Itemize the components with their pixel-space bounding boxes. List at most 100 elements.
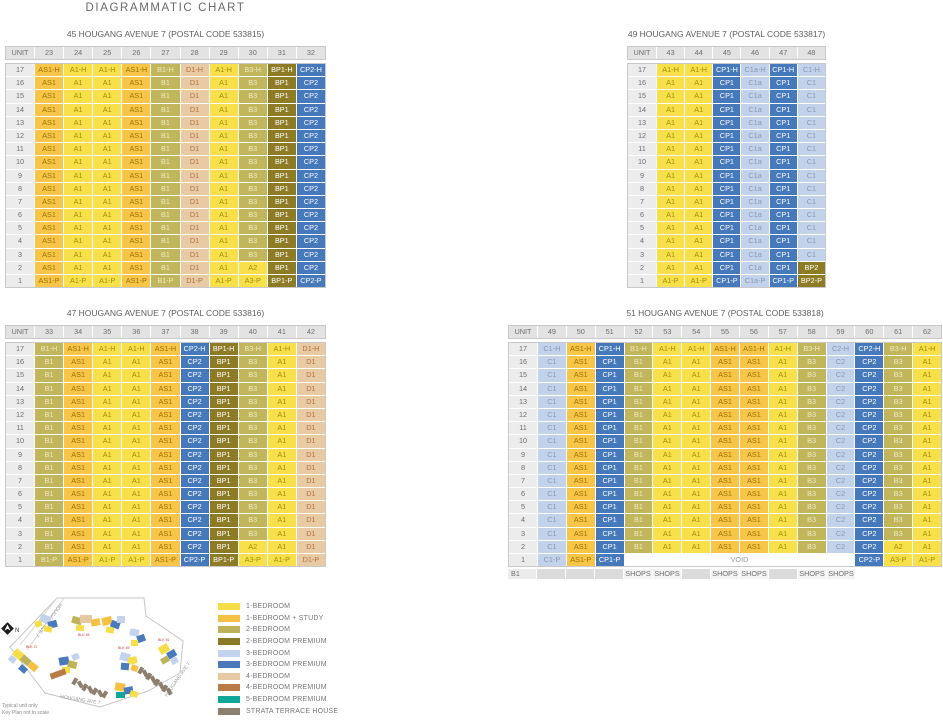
floor-label: 8 — [6, 182, 34, 195]
basement-cell — [885, 569, 913, 579]
floor-label: 7 — [628, 195, 656, 209]
unit-cell: AS1 — [566, 356, 595, 369]
unit-cell: B3 — [238, 461, 267, 474]
unit-cell: CP2 — [855, 501, 884, 514]
unit-cell: A1 — [93, 527, 122, 540]
unit-cell: CP1-P — [769, 275, 797, 288]
unit-number: 45 — [713, 47, 741, 59]
unit-cell: B3 — [797, 448, 826, 461]
unit-cell: A1 — [93, 382, 122, 395]
unit-cell: A1 — [657, 195, 685, 209]
unit-cell: A1 — [209, 103, 238, 116]
unit-cell: C1a — [741, 261, 769, 274]
unit-cell: AS1 — [35, 90, 64, 103]
unit-cell: CP2-H — [855, 343, 884, 356]
unit-cell: CP2 — [180, 435, 209, 448]
unit-cell: BP1-H — [209, 343, 238, 356]
unit-cell: CP2 — [296, 77, 325, 90]
unit-cell: AS1 — [566, 448, 595, 461]
unit-cell: B1 — [35, 514, 64, 527]
unit-cell: D1 — [180, 77, 209, 90]
unit-cell: A1 — [122, 395, 151, 408]
unit-cell: CP2 — [296, 182, 325, 195]
unit-cell: CP1-H — [713, 64, 741, 77]
unit-header-label: UNIT — [628, 47, 656, 59]
unit-cell: B3 — [238, 129, 267, 143]
unit-cell: CP1 — [713, 129, 741, 143]
unit-cell: BP1 — [209, 435, 238, 448]
unit-cell: CP1 — [769, 235, 797, 248]
unit-cell: A1 — [209, 261, 238, 274]
unit-cell: B3 — [884, 514, 913, 527]
unit-cell: B3 — [238, 169, 267, 182]
unit-cell: B3 — [238, 501, 267, 514]
unit-cell: AS1 — [711, 448, 739, 461]
building-51-stack-table: 51 HOUGANG AVENUE 7 (POSTAL CODE 533818)… — [508, 307, 942, 579]
unit-cell: B3 — [238, 369, 267, 382]
unit-cell: AS1 — [740, 382, 768, 395]
legend-swatch — [218, 614, 240, 622]
unit-cell: A1 — [93, 235, 122, 248]
unit-cell: A1 — [913, 408, 941, 422]
unit-cell: AS1 — [35, 209, 64, 222]
unit-cell: A1 — [209, 77, 238, 90]
unit-cell: D1 — [180, 209, 209, 222]
unit-cell: CP2 — [296, 261, 325, 274]
building-51-floor-grid: 17 C1-H AS1-H CP1-H B1-H A1-H A1-H AS1-H AS1-H A1… — [508, 342, 942, 568]
unit-cell: A1 — [267, 461, 296, 474]
unit-cell: A1 — [64, 156, 93, 169]
unit-cell: A1 — [267, 514, 296, 527]
unit-cell: B3 — [238, 474, 267, 488]
unit-cell: AS1 — [711, 474, 739, 488]
unit-cell: D1-P — [296, 554, 325, 567]
unit-cell: CP2 — [296, 156, 325, 169]
unit-cell: AS1 — [740, 356, 768, 369]
unit-cell: A1 — [653, 474, 682, 488]
unit-cell: D1 — [296, 540, 325, 553]
floor-label: 7 — [6, 195, 34, 209]
unit-cell: B3 — [238, 408, 267, 422]
unit-cell: A1 — [267, 395, 296, 408]
unit-cell: AS1 — [566, 488, 595, 501]
unit-cell: A3-P — [238, 275, 267, 288]
unit-cell: A1 — [64, 195, 93, 209]
floor-label: 3 — [628, 248, 656, 261]
unit-cell: A1-H — [209, 64, 238, 77]
unit-cell: C1 — [797, 90, 825, 103]
unit-number: 60 — [855, 326, 884, 338]
unit-cell: D1-P — [180, 275, 209, 288]
unit-cell: D1 — [180, 195, 209, 209]
unit-cell: D1 — [296, 356, 325, 369]
legend-swatch — [218, 684, 240, 692]
unit-cell: CP1 — [713, 90, 741, 103]
unit-cell: A1 — [93, 248, 122, 261]
unit-cell: AS1 — [122, 182, 151, 195]
unit-cell: D1 — [296, 435, 325, 448]
unit-cell: A1 — [657, 235, 685, 248]
unit-cell: AS1 — [711, 422, 739, 435]
unit-cell: A1 — [768, 514, 797, 527]
unit-cell: BP1 — [267, 209, 296, 222]
unit-cell: D1 — [180, 90, 209, 103]
unit-cell: D1 — [296, 474, 325, 488]
unit-cell: CP1 — [769, 129, 797, 143]
legend-item: 4-BEDROOM — [218, 671, 338, 683]
unit-cell: A3-P — [884, 554, 913, 567]
unit-cell: A1 — [93, 116, 122, 129]
unit-cell: AS1-H — [151, 343, 180, 356]
floor-label: 2 — [628, 261, 656, 274]
unit-cell: C1 — [538, 422, 566, 435]
unit-cell: BP1 — [209, 356, 238, 369]
legend-swatch — [218, 649, 240, 657]
unit-cell: D1-H — [180, 64, 209, 77]
unit-cell: A1 — [653, 382, 682, 395]
unit-cell: AS1-P — [35, 275, 64, 288]
unit-cell: BP1 — [209, 540, 238, 553]
unit-cell: CP2 — [855, 514, 884, 527]
floor-label: 14 — [6, 382, 34, 395]
keyplan-caption-1: Typical unit only — [2, 703, 38, 709]
unit-cell: AS1 — [35, 103, 64, 116]
unit-cell: CP1-P — [595, 554, 624, 567]
unit-cell: A1 — [657, 116, 685, 129]
unit-cell: C1a — [741, 129, 769, 143]
